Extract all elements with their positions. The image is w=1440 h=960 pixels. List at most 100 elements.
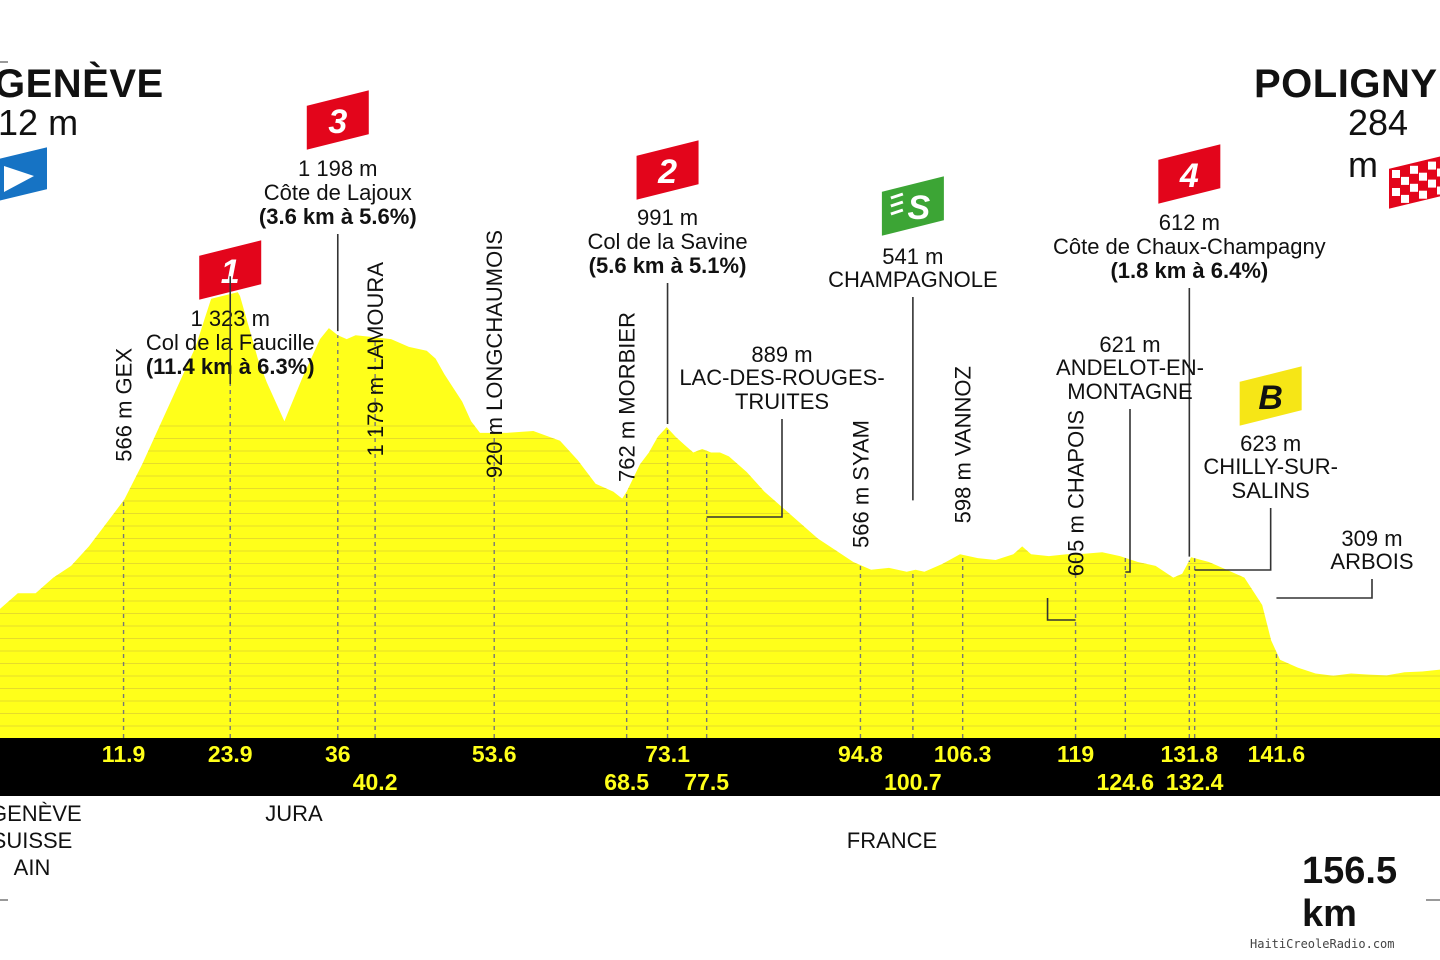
finish-altitude: 284 m (1348, 102, 1409, 185)
distance-band (0, 738, 1440, 796)
bonus-flag-shape (1237, 363, 1304, 429)
finish-flag-check (1392, 170, 1400, 178)
sprint-name: CHAMPAGNOLE (828, 267, 998, 292)
climb-name: Côte de Chaux-Champagny (1053, 234, 1326, 259)
place-name-line: TRUITES (735, 389, 829, 414)
km-label: 124.6 (1097, 769, 1155, 795)
bonus-altitude: 623 m (1240, 431, 1301, 456)
climb-category-2-flag-symbol: 2 (657, 153, 677, 191)
km-label: 68.5 (604, 769, 649, 795)
finish-city: POLIGNY (1254, 62, 1438, 106)
km-label: 131.8 (1161, 741, 1219, 767)
place-name-line: LAC-DES-ROUGES- (679, 365, 884, 390)
finish-flag (1387, 154, 1440, 212)
sprint-altitude: 541 m (882, 244, 943, 269)
sprint-flag: S (879, 173, 946, 239)
finish-flag-check (1437, 168, 1440, 177)
region-jura: JURA (265, 801, 323, 826)
vertical-place-text: 566 m GEX (112, 348, 137, 462)
bonus-flag-symbol: B (1258, 379, 1283, 417)
km-label: 100.7 (884, 769, 942, 795)
km-label: 77.5 (684, 769, 729, 795)
place-altitude: 889 m (751, 342, 812, 367)
region-france: FRANCE (846, 828, 938, 853)
climb-name: Côte de Lajoux (264, 180, 412, 205)
km-label: 119 (1057, 741, 1094, 767)
climb-category-2-flag: 2 (634, 137, 701, 203)
finish-flag-check (1419, 190, 1427, 199)
climb-altitude: 612 m (1159, 210, 1220, 235)
climb-detail: (5.6 km à 5.1%) (589, 253, 747, 278)
region-line-1: GENÈVE (0, 801, 82, 826)
total-distance: 156.5 km (1302, 850, 1398, 935)
bonus-flag: B (1237, 363, 1304, 429)
vertical-place-label: 762 m MORBIER (615, 312, 640, 482)
bonus-name-line: SALINS (1232, 478, 1310, 503)
bonus-leader-line (1194, 508, 1272, 571)
elevation-profile-area (0, 279, 1440, 738)
climb-category-3-flag-shape (304, 87, 371, 153)
km-label: 73.1 (645, 741, 690, 767)
vertical-place-label: 605 m CHAPOIS (1064, 410, 1089, 576)
km-label: 40.2 (353, 769, 398, 795)
climb-category-1-flag: 1 (197, 237, 264, 303)
start-flag (0, 144, 49, 203)
region-line-2: SUISSE (0, 828, 73, 853)
finish-flag-check (1401, 194, 1409, 203)
place-leader-line (1125, 409, 1131, 573)
finish-flag-check (1410, 183, 1418, 192)
vertical-place-label: 1 179 m LAMOURA (363, 262, 388, 457)
vertical-place-text: 762 m MORBIER (615, 312, 640, 482)
sprint-flag-symbol: S (908, 189, 931, 227)
place-name-line: MONTAGNE (1067, 379, 1192, 404)
climb-detail: (1.8 km à 6.4%) (1110, 258, 1268, 283)
climb-detail: (3.6 km à 5.6%) (259, 204, 417, 229)
finish-flag-check (1428, 161, 1436, 170)
km-label: 11.9 (102, 741, 146, 767)
vertical-place-text: 566 m SYAM (848, 420, 873, 548)
vertical-place-label: 920 m LONGCHAUMOIS (482, 230, 507, 478)
km-label: 94.8 (838, 741, 883, 767)
climb-altitude: 1 198 m (298, 156, 378, 181)
climb-category-4-flag: 4 (1156, 141, 1223, 207)
start-altitude: 412 m (0, 102, 79, 143)
vertical-place-label: 566 m GEX (112, 348, 137, 462)
place-leader-line (1276, 579, 1373, 599)
vertical-place-text: 605 m CHAPOIS (1064, 410, 1089, 576)
region-geneve-suisse-ain: GENÈVE SUISSE AIN (0, 800, 82, 881)
place-leader-line (706, 419, 783, 518)
climb-category-3-flag-symbol: 3 (328, 103, 347, 141)
sprint-flag-shape (879, 173, 946, 239)
km-label: 132.4 (1166, 769, 1224, 795)
climb-category-3-flag: 3 (304, 87, 371, 153)
place-name-line: ANDELOT-EN- (1056, 355, 1204, 380)
km-label: 36 (325, 741, 351, 767)
place-altitude: 309 m (1341, 526, 1402, 551)
finish-flag-check (1401, 176, 1409, 185)
sprint-flag-speed-line (890, 208, 904, 216)
finish-flag-check (1410, 165, 1418, 174)
finish-flag-check (1428, 179, 1436, 188)
climb-category-1-flag-shape (197, 237, 264, 303)
place-name-line: ARBOIS (1330, 549, 1413, 574)
start-city: GENÈVE (0, 62, 164, 106)
sprint-flag-speed-line (890, 200, 904, 208)
climb-name: Col de la Savine (587, 229, 747, 254)
vertical-place-text: 1 179 m LAMOURA (363, 262, 388, 457)
km-label: 106.3 (934, 741, 992, 767)
climb-category-4-flag-symbol: 4 (1179, 157, 1199, 195)
region-line-3: AIN (13, 855, 51, 880)
km-label: 23.9 (208, 741, 253, 767)
sprint-flag-speed-line (890, 192, 904, 200)
vertical-place-label: 566 m SYAM (848, 420, 873, 548)
vertical-place-text: 598 m VANNOZ (951, 366, 976, 523)
start-flag-arrow (4, 166, 34, 192)
km-label: 53.6 (472, 741, 517, 767)
bonus-name-line: CHILLY-SUR- (1203, 454, 1337, 479)
finish-flag-check (1437, 186, 1440, 195)
finish-flag-check (1419, 172, 1427, 181)
vertical-place-label: 598 m VANNOZ (951, 366, 976, 523)
climb-category-4-flag-shape (1156, 141, 1223, 207)
